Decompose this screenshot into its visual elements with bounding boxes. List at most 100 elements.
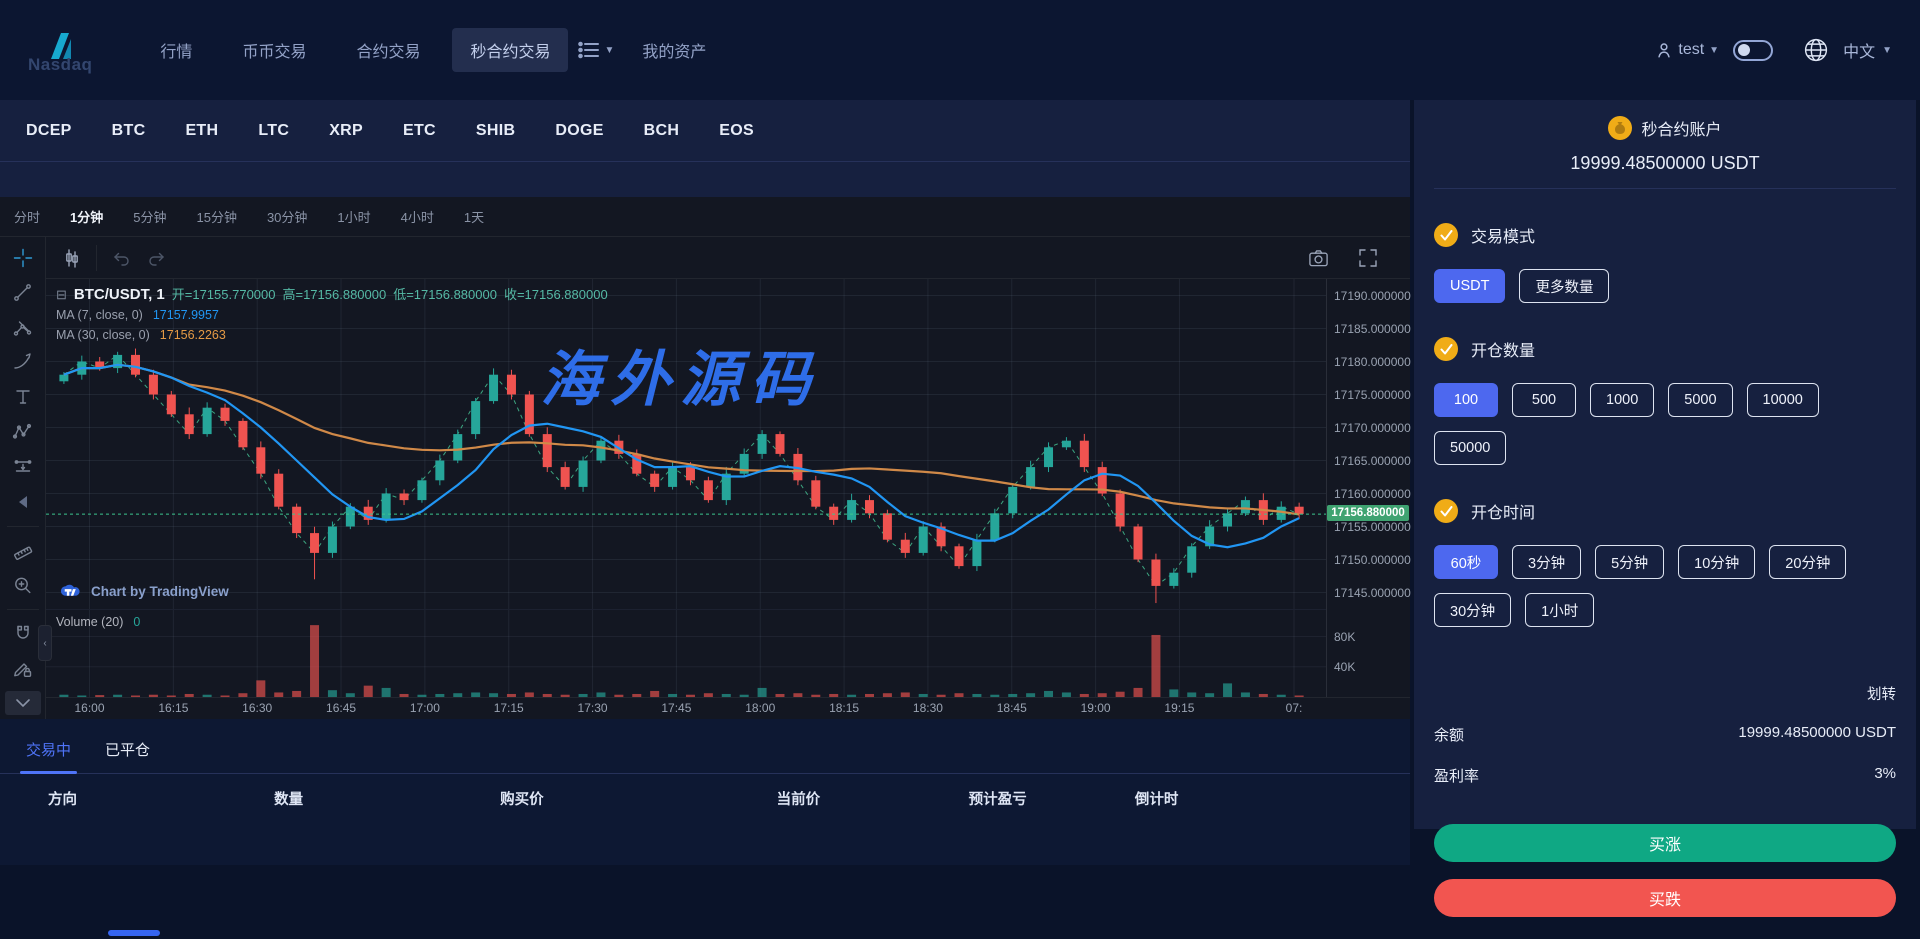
check-icon	[1434, 223, 1458, 247]
price-axis-label: 17175.000000	[1334, 387, 1411, 402]
nav-item-币币交易[interactable]: 币币交易	[242, 44, 307, 61]
coin-tab-BCH[interactable]: BCH	[643, 121, 680, 139]
tradingview-attribution[interactable]: Chart by TradingView	[58, 583, 229, 599]
coin-tab-XRP[interactable]: XRP	[329, 121, 363, 139]
time-option-20分钟[interactable]: 20分钟	[1769, 545, 1847, 579]
chevron-down-icon: ▼	[604, 44, 615, 56]
time-option-10分钟[interactable]: 10分钟	[1678, 545, 1756, 579]
hide-toolbar-chevron[interactable]	[4, 691, 41, 715]
mode-option-更多数量[interactable]: 更多数量	[1519, 269, 1610, 303]
fullscreen-button[interactable]	[1350, 243, 1386, 273]
timeframe-分时[interactable]: 分时	[14, 210, 41, 225]
coin-tab-EOS[interactable]: EOS	[719, 121, 754, 139]
volume-axis-label: 80K	[1334, 629, 1356, 644]
mode-options: USDT 更多数量	[1434, 269, 1896, 303]
nav-item-assets[interactable]: 我的资产	[642, 44, 707, 61]
time-axis-label: 18:45	[996, 701, 1027, 715]
timeframe-15分钟[interactable]: 15分钟	[196, 210, 237, 225]
undo-button[interactable]	[103, 243, 139, 273]
brush-icon[interactable]	[8, 350, 38, 376]
chart-section: 分时 1分钟 5分钟 15分钟 30分钟 1小时 4小时 1天	[0, 197, 1411, 719]
pane-menu-icon[interactable]: ⊟	[56, 287, 67, 302]
legend-symbol: BTC/USDT, 1	[73, 286, 165, 303]
coin-tab-LTC[interactable]: LTC	[258, 121, 290, 139]
time-option-3分钟[interactable]: 3分钟	[1512, 545, 1582, 579]
attribution-text: Chart by TradingView	[91, 583, 229, 599]
time-option-30分钟[interactable]: 30分钟	[1434, 593, 1512, 627]
timeframe-5分钟[interactable]: 5分钟	[133, 210, 167, 225]
price-pane[interactable]: ⊟ BTC/USDT, 1 开=17155.770000 高=17156.880…	[46, 279, 1326, 609]
magnet-icon[interactable]	[8, 621, 38, 647]
xabcd-pattern-icon[interactable]	[8, 419, 38, 445]
nav-item-行情[interactable]: 行情	[160, 44, 193, 61]
screenshot-camera-button[interactable]	[1300, 243, 1336, 273]
theme-toggle[interactable]	[1733, 39, 1774, 61]
chart-toolbar	[46, 237, 1410, 279]
orders-tab-交易中[interactable]: 交易中	[19, 739, 78, 774]
timeframe-1小时[interactable]: 1小时	[337, 210, 371, 225]
time-option-1小时[interactable]: 1小时	[1525, 593, 1595, 627]
coin-tab-BTC[interactable]: BTC	[111, 121, 146, 139]
brand-logo[interactable]: Nasdaq	[28, 31, 92, 75]
coin-tab-ETC[interactable]: ETC	[403, 121, 436, 139]
coin-tab-ETH[interactable]: ETH	[185, 121, 219, 139]
ma30-value: 17156.2263	[159, 328, 226, 342]
time-axis[interactable]: 16:00 16:15 16:30 16:45 17:00 17:15 17:30 17:45…	[46, 697, 1410, 719]
globe-icon[interactable]	[1803, 37, 1829, 63]
crosshair-icon[interactable]	[8, 245, 38, 271]
ruler-icon[interactable]	[8, 538, 38, 564]
coin-tabs: DCEP BTC ETH LTC XRP ETC SHIB DOGE BCH EOS	[0, 100, 1410, 162]
coin-tab-DCEP[interactable]: DCEP	[26, 121, 72, 139]
redo-button[interactable]	[139, 243, 175, 273]
toolbar-collapse-handle[interactable]: ‹	[38, 625, 52, 661]
orders-tab-已平仓[interactable]: 已平仓	[105, 742, 151, 759]
timeframe-1分钟[interactable]: 1分钟	[70, 210, 104, 225]
time-axis-label: 17:30	[577, 701, 608, 715]
buy-down-button[interactable]: 买跌	[1434, 879, 1896, 917]
ma7-value: 17157.9957	[152, 308, 219, 322]
language-selector[interactable]: 中文 ▼	[1843, 38, 1892, 62]
time-axis-label: 17:15	[493, 701, 524, 715]
time-option-60秒[interactable]: 60秒	[1434, 545, 1498, 579]
timeframe-1天[interactable]: 1天	[463, 210, 485, 225]
amount-option-500[interactable]: 500	[1512, 383, 1576, 417]
buy-up-button[interactable]: 买涨	[1434, 824, 1896, 862]
arrow-left-icon[interactable]	[8, 489, 38, 515]
zoom-in-icon[interactable]	[8, 573, 38, 599]
amount-option-5000[interactable]: 5000	[1668, 383, 1733, 417]
pitchfork-icon[interactable]	[8, 315, 38, 341]
username: test	[1678, 41, 1705, 58]
gold-coin-icon	[1608, 116, 1633, 140]
amount-option-10000[interactable]: 10000	[1746, 383, 1819, 417]
coin-tab-DOGE[interactable]: DOGE	[555, 121, 604, 139]
trend-line-icon[interactable]	[8, 280, 38, 306]
horizontal-scrollbar-thumb[interactable]	[108, 930, 160, 936]
timeframe-30分钟[interactable]: 30分钟	[266, 210, 308, 225]
time-option-5分钟[interactable]: 5分钟	[1595, 545, 1665, 579]
mode-option-USDT[interactable]: USDT	[1434, 269, 1506, 303]
coin-tab-SHIB[interactable]: SHIB	[475, 121, 516, 139]
timeframe-4小时[interactable]: 4小时	[400, 210, 434, 225]
amount-option-100[interactable]: 100	[1434, 383, 1498, 417]
nav-item-秒合约交易[interactable]: 秒合约交易	[452, 28, 569, 72]
position-tool-icon[interactable]	[8, 454, 38, 480]
candlestick-style-button[interactable]	[54, 243, 90, 273]
user-menu[interactable]: test ▼	[1655, 41, 1719, 60]
volume-chart[interactable]	[46, 610, 1326, 697]
lock-drawings-icon[interactable]	[8, 656, 38, 682]
chevron-down-icon: ▼	[1709, 44, 1720, 56]
markets-menu-button[interactable]: ▼	[568, 41, 624, 59]
text-tool-icon[interactable]	[8, 384, 38, 410]
nav-item-合约交易[interactable]: 合约交易	[356, 44, 421, 61]
candlestick-chart[interactable]	[46, 279, 1326, 609]
balance-value: 19999.48500000 USDT	[1738, 724, 1896, 741]
ma30-label: MA (30, close, 0)	[56, 328, 150, 342]
mode-section-title: 交易模式	[1434, 223, 1896, 247]
volume-pane[interactable]: Volume (20) 0	[46, 609, 1326, 697]
amount-option-1000[interactable]: 1000	[1590, 383, 1655, 417]
amount-option-50000[interactable]: 50000	[1434, 431, 1507, 465]
list-icon	[578, 41, 600, 59]
language-label: 中文	[1843, 44, 1876, 61]
transfer-link[interactable]: 划转	[1867, 687, 1896, 703]
price-axis[interactable]: 17190.000000 17185.000000 17180.000000 1717…	[1326, 279, 1411, 697]
